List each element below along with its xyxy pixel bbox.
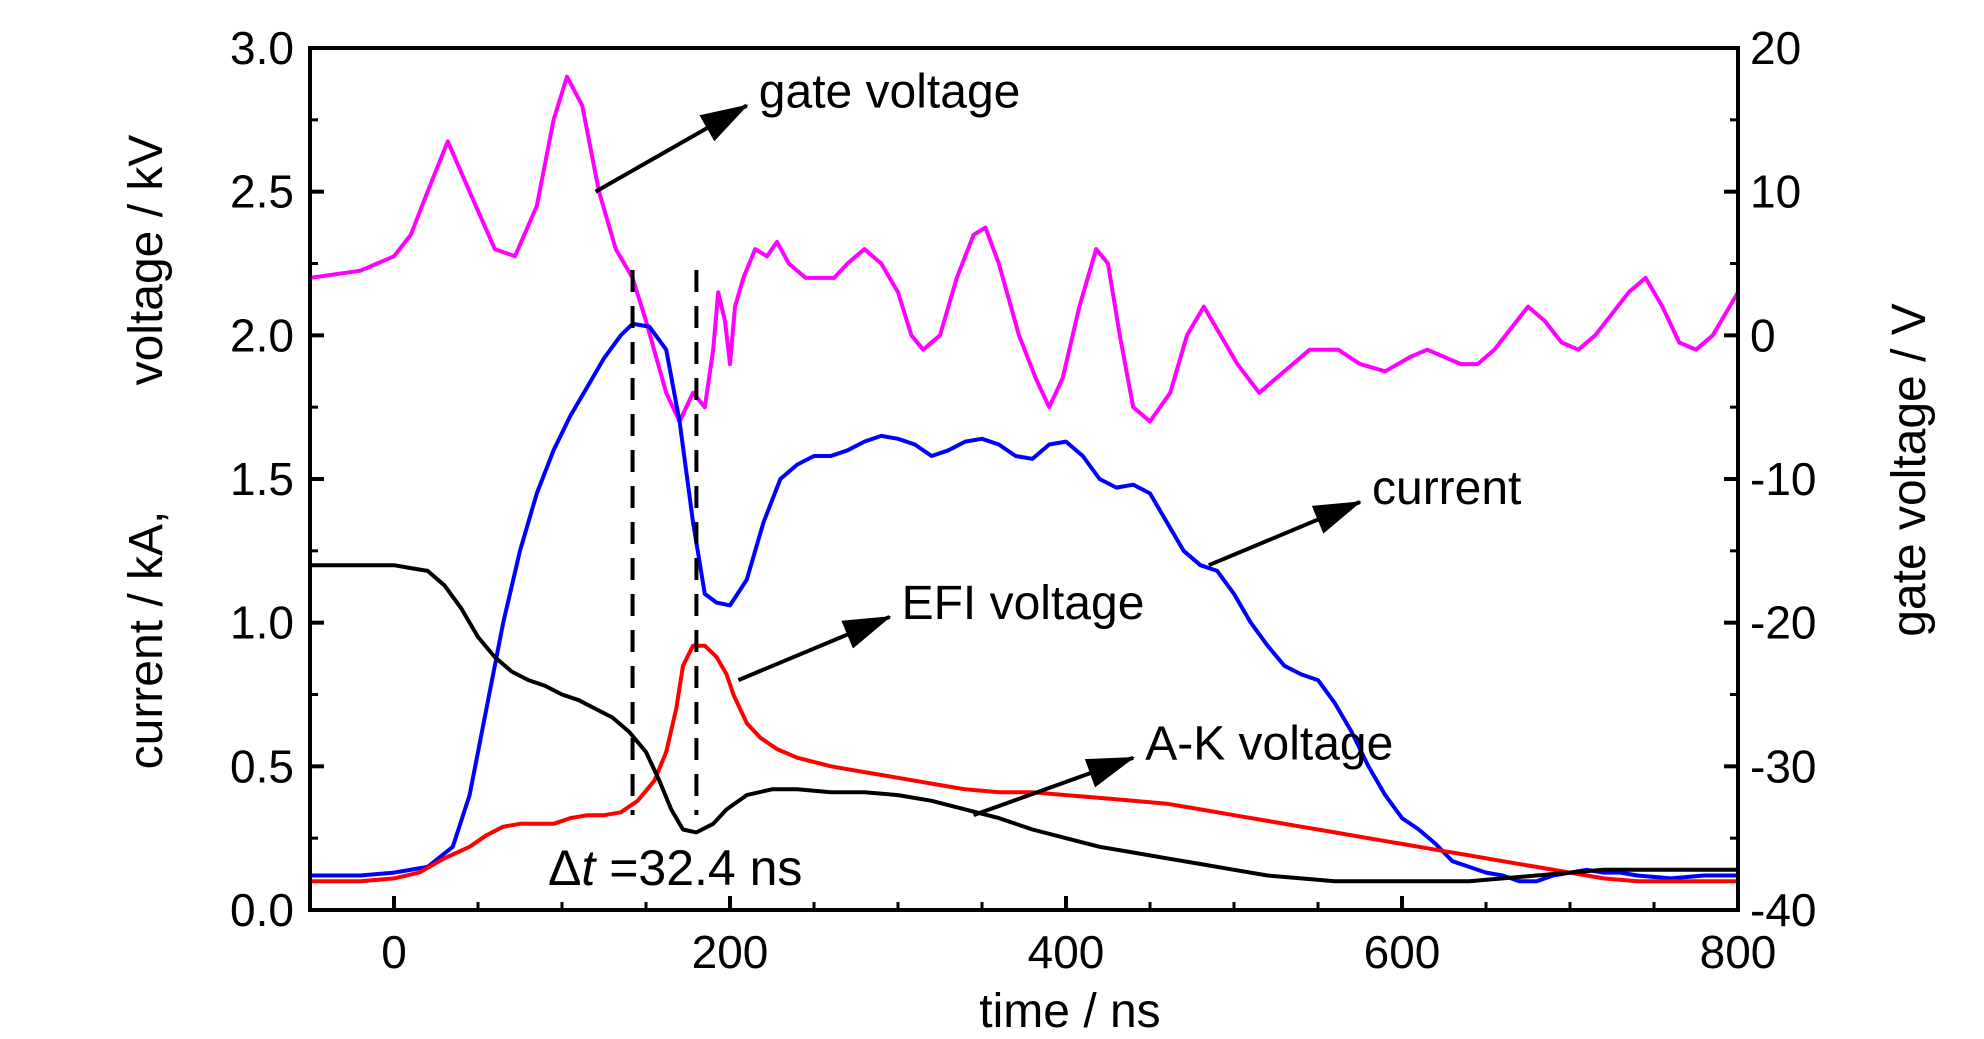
y-right-tick-label: -40 [1750,884,1816,936]
left-axis-title-line-1: current / kA, [120,511,173,770]
y-right-tick-label: 20 [1750,22,1801,74]
plot-frame [308,46,1740,912]
axes-layer: 0 200 400 600 8000.00.51.01.52.02.53.0-40-30… [230,22,1816,978]
annotation-label-current: current [1372,462,1521,515]
y-right-tick-label: -30 [1750,740,1816,792]
series-line-gate-voltage [308,74,1740,424]
series-line-a-k-voltage [308,563,1740,884]
delta-symbol: Δ [548,840,581,896]
delta-t-label: Δt =32.4 ns [548,840,802,896]
y-right-tick-label: 0 [1750,309,1776,361]
y-left-tick-label: 2.0 [230,309,294,361]
x-tick-label: 600 [1364,926,1441,978]
x-tick-label: 400 [1028,926,1105,978]
y-left-tick-label: 1.0 [230,597,294,649]
series-line-current [308,321,1740,884]
right-axis-title: gate voltage / V [1883,303,1936,637]
annotation-layer: gate voltage current EFI voltage A-K voltag… [594,65,1521,818]
y-left-tick-label: 3.0 [230,22,294,74]
delta-variable: t [581,840,597,896]
y-left-tick-label: 0.0 [230,884,294,936]
series-line-efi-voltage [308,643,1740,884]
annotation-arrow-current [1208,500,1362,568]
annotation-label-efi-voltage: EFI voltage [902,577,1145,630]
annotation-arrow-a-k-voltage [972,755,1136,818]
annotation-arrow-efi-voltage [737,615,892,682]
x-tick-label: 800 [1700,926,1777,978]
y-right-tick-label: -20 [1750,597,1816,649]
annotation-label-gate-voltage: gate voltage [759,65,1021,118]
annotation-arrow-gate-voltage [594,103,749,194]
y-left-tick-label: 0.5 [230,740,294,792]
y-left-tick-label: 1.5 [230,453,294,505]
annotation-label-a-k-voltage: A-K voltage [1145,718,1393,771]
left-axis-title-line-2: voltage / kV [120,135,173,386]
y-left-tick-label: 2.5 [230,166,294,218]
y-right-tick-label: 10 [1750,166,1801,218]
x-tick-label: 0 [381,926,407,978]
series-layer [308,74,1740,884]
x-tick-label: 200 [692,926,769,978]
y-right-tick-label: -10 [1750,453,1816,505]
left-axis-title: current / kA, voltage / kV [120,135,173,770]
markers-layer [630,270,699,815]
x-axis-title: time / ns [979,985,1160,1038]
delta-value: =32.4 ns [595,840,802,896]
